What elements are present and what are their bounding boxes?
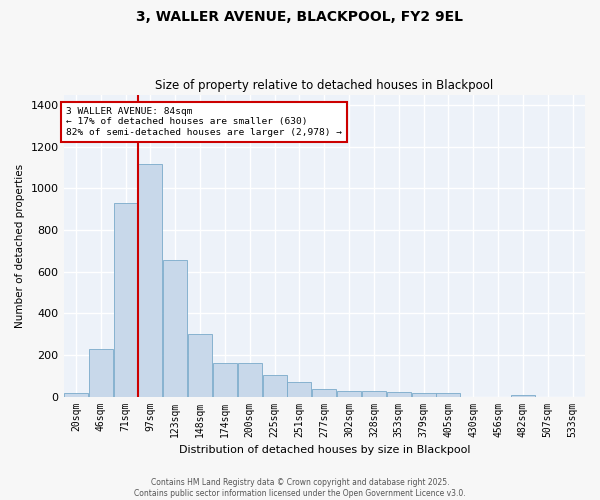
Bar bbox=[312, 388, 337, 396]
Bar bbox=[436, 394, 460, 396]
Bar bbox=[139, 164, 163, 396]
Y-axis label: Number of detached properties: Number of detached properties bbox=[15, 164, 25, 328]
Bar bbox=[188, 334, 212, 396]
Bar bbox=[213, 363, 237, 396]
Bar bbox=[412, 393, 436, 396]
Bar bbox=[511, 395, 535, 396]
Bar bbox=[113, 203, 137, 396]
Bar bbox=[387, 392, 411, 396]
Title: Size of property relative to detached houses in Blackpool: Size of property relative to detached ho… bbox=[155, 79, 493, 92]
Bar bbox=[238, 363, 262, 396]
Bar bbox=[64, 394, 88, 396]
Bar bbox=[263, 374, 287, 396]
Bar bbox=[362, 392, 386, 396]
X-axis label: Distribution of detached houses by size in Blackpool: Distribution of detached houses by size … bbox=[179, 445, 470, 455]
Bar bbox=[89, 348, 113, 397]
Bar bbox=[337, 392, 361, 396]
Text: 3, WALLER AVENUE, BLACKPOOL, FY2 9EL: 3, WALLER AVENUE, BLACKPOOL, FY2 9EL bbox=[137, 10, 464, 24]
Bar bbox=[287, 382, 311, 396]
Text: 3 WALLER AVENUE: 84sqm
← 17% of detached houses are smaller (630)
82% of semi-de: 3 WALLER AVENUE: 84sqm ← 17% of detached… bbox=[66, 107, 342, 137]
Bar bbox=[163, 260, 187, 396]
Text: Contains HM Land Registry data © Crown copyright and database right 2025.
Contai: Contains HM Land Registry data © Crown c… bbox=[134, 478, 466, 498]
